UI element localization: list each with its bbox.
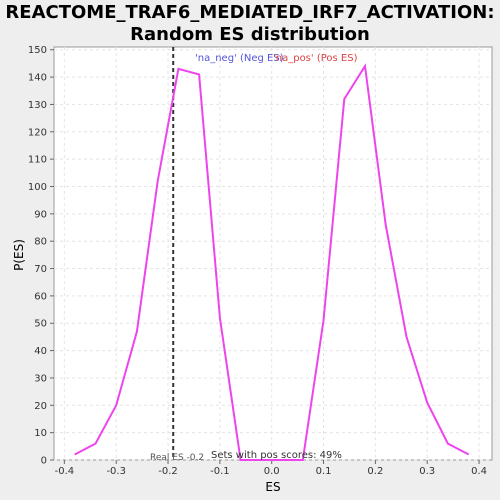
legend-entry-pos: 'na_pos' (Pos ES) bbox=[273, 53, 358, 64]
x-tick-label: 0.1 bbox=[316, 466, 332, 477]
pos-scores-annotation: Sets with pos scores: 49% bbox=[211, 450, 342, 461]
y-tick-label: 20 bbox=[34, 401, 47, 412]
x-tick-label: 0.0 bbox=[264, 466, 280, 477]
x-tick-label: 0.3 bbox=[419, 466, 435, 477]
y-tick-label: 10 bbox=[34, 428, 47, 439]
x-tick-label: -0.4 bbox=[55, 466, 75, 477]
y-tick-label: 150 bbox=[28, 45, 47, 56]
legend-entry-neg: 'na_neg' (Neg ES) bbox=[195, 53, 284, 64]
y-tick-label: 80 bbox=[34, 237, 47, 248]
y-tick-label: 100 bbox=[28, 182, 47, 193]
y-tick-label: 0 bbox=[41, 456, 47, 467]
y-tick-label: 90 bbox=[34, 209, 47, 220]
y-tick-label: 40 bbox=[34, 346, 47, 357]
x-axis: -0.4 -0.3 -0.2 -0.1 0.0 0.1 0.2 0.3 0.4 bbox=[55, 460, 487, 477]
y-axis-label: P(ES) bbox=[12, 239, 26, 271]
y-tick-label: 60 bbox=[34, 291, 47, 302]
x-tick-label: -0.2 bbox=[158, 466, 178, 477]
x-axis-label: ES bbox=[265, 480, 280, 494]
y-tick-label: 140 bbox=[28, 73, 47, 84]
y-tick-label: 130 bbox=[28, 100, 47, 111]
x-tick-label: -0.1 bbox=[210, 466, 230, 477]
x-tick-label: -0.3 bbox=[106, 466, 126, 477]
real-es-label: Real ES -0.2 bbox=[150, 453, 204, 463]
y-tick-label: 50 bbox=[34, 319, 47, 330]
y-axis: 0 10 20 30 40 50 60 70 80 90 100 110 120 130 140 150 bbox=[28, 45, 54, 466]
y-tick-label: 70 bbox=[34, 264, 47, 275]
y-tick-label: 110 bbox=[28, 155, 47, 166]
y-tick-label: 120 bbox=[28, 127, 47, 138]
x-tick-label: 0.4 bbox=[471, 466, 487, 477]
y-tick-label: 30 bbox=[34, 373, 47, 384]
x-tick-label: 0.2 bbox=[367, 466, 383, 477]
